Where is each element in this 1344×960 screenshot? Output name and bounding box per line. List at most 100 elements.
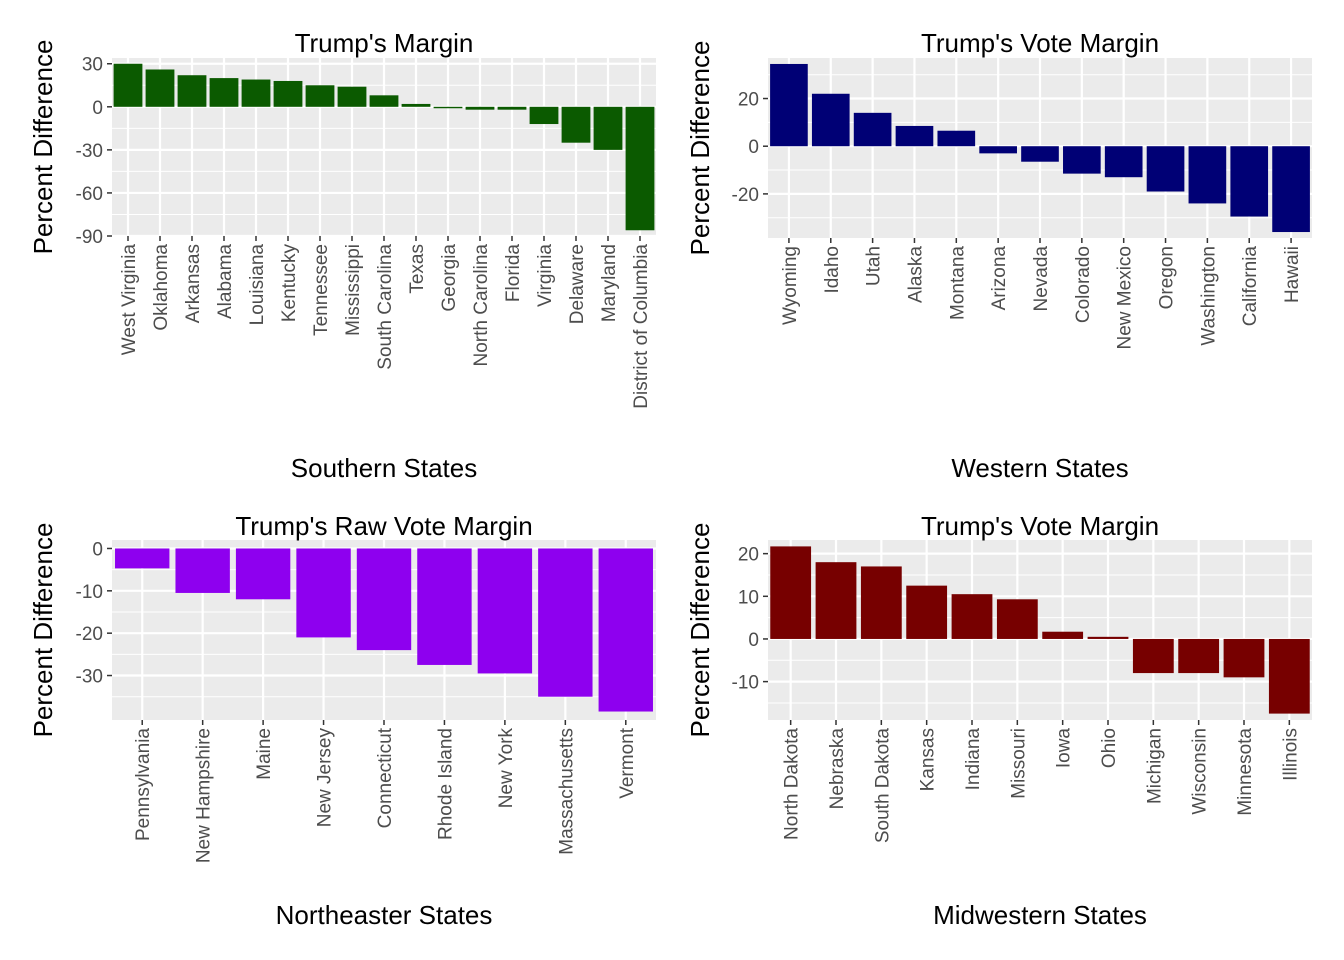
x-tick-label: Kentucky	[279, 244, 300, 323]
x-tick-label: New York	[496, 728, 517, 809]
bar-wyoming	[770, 63, 808, 147]
x-tick-label: Alaska	[905, 246, 926, 303]
x-tick-label: Vermont	[617, 727, 638, 798]
bar-minnesota	[1223, 638, 1265, 678]
x-axis-title: Southern States	[291, 453, 477, 483]
x-tick-label: Illinois	[1280, 728, 1301, 781]
x-tick-label: Alabama	[215, 244, 236, 319]
bar-washington	[1188, 146, 1227, 204]
x-tick-label: Arizona	[989, 246, 1010, 311]
chart-panel-4: 20 10 0 -10 North Dakota Nebraska South Dakota…	[685, 511, 1312, 930]
chart-title: Trump's Margin	[295, 28, 474, 58]
bar-florida	[497, 106, 527, 110]
bar-south-dakota	[860, 566, 902, 639]
y-tick-label: -10	[732, 673, 759, 694]
bar-wisconsin	[1178, 638, 1220, 674]
x-tick-label: West Virginia	[119, 244, 140, 356]
y-axis-title: Percent Difference	[28, 40, 58, 255]
y-tick-label: 30	[82, 55, 103, 76]
bar-alabama	[209, 78, 239, 107]
x-tick-label: Ohio	[1099, 728, 1120, 768]
bar-michigan	[1132, 638, 1174, 674]
plot-background	[768, 540, 1312, 720]
chart-panel-2: 20 0 -20 Wyoming Idaho Utah Alaska Montana Arizo…	[685, 28, 1312, 483]
x-tick-label: Colorado	[1073, 246, 1094, 323]
bar-idaho	[811, 93, 850, 147]
x-axis-title: Western States	[951, 453, 1128, 483]
y-tick-label: -30	[76, 667, 103, 688]
x-tick-label: Indiana	[963, 728, 984, 791]
chart-title: Trump's Vote Margin	[921, 511, 1159, 541]
x-tick-label: District of Columbia	[631, 244, 652, 409]
x-tick-label: South Dakota	[872, 728, 893, 844]
bar-maine	[235, 548, 291, 600]
bar-hawaii	[1272, 146, 1310, 233]
bar-north-carolina	[465, 106, 495, 110]
x-tick-label: Nevada	[1031, 246, 1052, 312]
y-tick-label: 0	[748, 630, 759, 651]
bar-north-dakota	[770, 546, 812, 639]
y-axis-title: Percent Difference	[685, 41, 715, 256]
x-tick-label: Oregon	[1157, 246, 1178, 309]
x-tick-label: New Jersey	[315, 728, 336, 828]
chart-title: Trump's Vote Margin	[921, 28, 1159, 58]
y-axis-title: Percent Difference	[28, 523, 58, 738]
x-tick-label: Michigan	[1144, 728, 1165, 804]
bar-rhode-island	[417, 548, 472, 665]
x-tick-label: North Carolina	[471, 244, 492, 367]
y-tick-label: -60	[76, 184, 103, 205]
x-tick-label: Wisconsin	[1190, 728, 1211, 815]
bar-colorado	[1063, 146, 1101, 174]
bar-kentucky	[273, 80, 303, 107]
bar-massachusetts	[538, 548, 593, 697]
y-tick-label: 0	[92, 539, 103, 560]
bar-oklahoma	[145, 69, 175, 107]
y-tick-label: -20	[732, 185, 759, 206]
bar-california	[1230, 146, 1269, 217]
bar-new-jersey	[296, 548, 351, 638]
chart-title: Trump's Raw Vote Margin	[235, 511, 532, 541]
bar-south-carolina	[369, 95, 399, 107]
x-tick-label: Oklahoma	[151, 244, 172, 331]
x-tick-label: Hawaii	[1282, 246, 1303, 303]
x-tick-label: Rhode Island	[435, 728, 456, 840]
x-tick-label: Virginia	[535, 244, 556, 307]
bar-arizona	[979, 146, 1017, 154]
y-tick-label: 20	[738, 90, 759, 111]
x-tick-label: Minnesota	[1235, 728, 1256, 816]
bar-missouri	[996, 599, 1038, 639]
x-axis-title: Midwestern States	[933, 900, 1147, 930]
x-tick-label: Iowa	[1054, 728, 1075, 769]
bar-arkansas	[177, 75, 207, 107]
x-tick-label: Kansas	[918, 728, 939, 791]
x-tick-label: Georgia	[439, 244, 460, 312]
x-tick-label: Mississippi	[343, 244, 364, 336]
x-tick-label: Delaware	[567, 244, 588, 324]
x-tick-label: Texas	[407, 244, 428, 294]
bar-new-york	[477, 548, 533, 674]
bar-mississippi	[337, 86, 367, 107]
bar-texas	[401, 103, 431, 107]
y-tick-label: -10	[76, 582, 103, 603]
y-tick-label: 20	[738, 545, 759, 566]
x-tick-label: Pennsylvania	[133, 728, 154, 841]
bar-delaware	[561, 106, 591, 143]
bar-new-hampshire	[175, 548, 230, 593]
x-tick-label: Utah	[864, 246, 885, 286]
chart-panel-3: 0 -10 -20 -30 Pennsylvania New Hampshire Maine…	[28, 511, 656, 930]
y-tick-label: -30	[76, 141, 103, 162]
y-tick-label: 0	[92, 98, 103, 119]
bar-georgia	[433, 106, 463, 109]
y-axis-title: Percent Difference	[685, 523, 715, 738]
x-tick-label: Idaho	[822, 246, 843, 294]
x-tick-label: Maine	[254, 728, 275, 780]
bar-louisiana	[241, 79, 271, 107]
x-tick-label: New Hampshire	[194, 728, 215, 863]
bar-district-of-columbia	[625, 106, 655, 231]
x-tick-label: Montana	[947, 246, 968, 320]
bar-new-mexico	[1104, 146, 1143, 178]
bar-illinois	[1268, 638, 1310, 714]
x-tick-label: Washington	[1198, 246, 1219, 346]
y-tick-label: -90	[76, 227, 103, 248]
x-tick-label: South Carolina	[375, 244, 396, 370]
